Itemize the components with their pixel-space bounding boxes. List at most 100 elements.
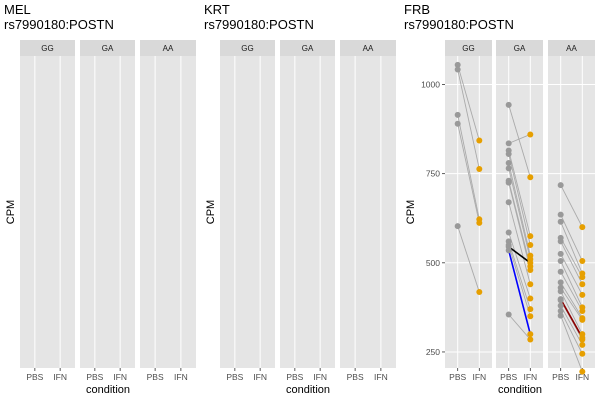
point-pbs — [557, 182, 564, 189]
facet-aa: AA PBS IFN — [548, 40, 595, 382]
point-ifn — [579, 258, 586, 265]
pair-line-highlight — [559, 298, 584, 339]
pair-line — [560, 184, 583, 228]
x-tick-label: IFN — [174, 372, 188, 382]
point-ifn — [476, 137, 483, 144]
point-pbs — [557, 258, 564, 265]
chart-title-line: MEL — [4, 2, 31, 17]
facet-gg: GG PBS IFN — [220, 40, 275, 382]
facet-strip — [548, 40, 595, 56]
point-ifn — [579, 334, 586, 341]
chart-title-line: rs7990180:POSTN — [404, 17, 514, 32]
point-ifn — [527, 266, 534, 273]
facet-strip — [220, 40, 275, 56]
pair-line — [508, 134, 531, 144]
point-ifn — [527, 331, 534, 338]
facet-strip-label: GG — [462, 44, 474, 53]
facet-strip-label: AA — [566, 44, 577, 53]
point-ifn — [527, 174, 534, 181]
point-pbs — [557, 250, 564, 257]
pair-line — [457, 114, 480, 220]
x-axis-label: condition — [286, 384, 330, 396]
pair-line-highlight — [507, 250, 532, 335]
facet-gg: GG PBS IFN — [20, 40, 75, 382]
point-pbs — [557, 268, 564, 275]
point-ifn — [527, 313, 534, 320]
point-pbs — [557, 279, 564, 286]
chart-title-line: KRT — [204, 2, 230, 17]
x-tick-label: IFN — [523, 372, 537, 382]
y-tick-label: 250 — [426, 347, 440, 357]
point-pbs — [505, 165, 512, 172]
point-ifn — [527, 233, 534, 240]
facet-strip — [20, 40, 75, 56]
point-ifn — [579, 274, 586, 281]
point-ifn — [579, 307, 586, 314]
pair-line — [560, 291, 583, 335]
pair-line — [560, 214, 583, 262]
facet-panel — [80, 56, 135, 368]
chart-title: KRT rs7990180:POSTN — [204, 2, 314, 32]
facet-panel — [280, 56, 335, 368]
facet-panel — [548, 56, 595, 368]
x-tick-label: PBS — [286, 372, 303, 382]
chart-title-line: rs7990180:POSTN — [4, 17, 114, 32]
chart-title-line: rs7990180:POSTN — [204, 17, 314, 32]
point-pbs — [454, 66, 461, 73]
facet-panel — [220, 56, 275, 368]
point-pbs — [557, 218, 564, 225]
pair-line — [560, 282, 583, 319]
x-tick-label: PBS — [500, 372, 517, 382]
pair-line — [508, 150, 531, 237]
point-ifn — [579, 350, 586, 357]
point-pbs — [454, 111, 461, 118]
pair-line — [560, 221, 583, 274]
chart-3: FRB rs7990180:POSTN CPM GG PBS IFN GA PBS IFN AA P… — [404, 2, 595, 396]
facet-aa: AA PBS IFN — [340, 40, 396, 382]
pair-line — [508, 182, 531, 271]
pair-line — [457, 64, 480, 141]
point-ifn — [476, 166, 483, 173]
chart-2: KRT rs7990180:POSTN CPM GG PBS IFN GA PBS IFN AA P… — [204, 2, 396, 396]
point-pbs — [557, 211, 564, 218]
x-axis-label: condition — [86, 384, 130, 396]
point-ifn — [579, 281, 586, 288]
y-tick-label: 750 — [426, 169, 440, 179]
pair-line — [560, 310, 583, 354]
pair-line — [560, 260, 583, 308]
x-tick-label: PBS — [449, 372, 466, 382]
pair-line-highlight — [508, 246, 531, 264]
pair-line — [508, 314, 531, 340]
point-ifn — [527, 336, 534, 343]
point-pbs — [505, 247, 512, 254]
x-axis-label: condition — [498, 384, 542, 396]
point-pbs — [454, 61, 461, 68]
facet-strip-label: AA — [163, 44, 174, 53]
x-tick-label: IFN — [472, 372, 486, 382]
point-ifn — [579, 291, 586, 298]
facet-strip-label: GA — [514, 44, 526, 53]
x-tick-label: PBS — [226, 372, 243, 382]
point-pbs — [557, 312, 564, 319]
x-tick-label: IFN — [313, 372, 327, 382]
pair-line — [508, 168, 531, 260]
point-ifn — [527, 241, 534, 248]
point-pbs — [454, 223, 461, 230]
x-tick-label: IFN — [53, 372, 67, 382]
x-tick-label: PBS — [347, 372, 364, 382]
point-ifn — [527, 295, 534, 302]
facet-aa: AA PBS IFN — [140, 40, 196, 382]
x-tick-label: IFN — [113, 372, 127, 382]
point-ifn — [527, 259, 534, 266]
facet-strip — [445, 40, 492, 56]
point-pbs — [505, 179, 512, 186]
y-axis-label: CPM — [405, 200, 417, 224]
pair-line — [508, 104, 531, 178]
point-pbs — [505, 199, 512, 206]
pair-line — [560, 241, 583, 285]
pair-line — [508, 244, 531, 317]
pair-line — [508, 241, 531, 310]
facet-ga: GA PBS IFN — [280, 40, 335, 382]
